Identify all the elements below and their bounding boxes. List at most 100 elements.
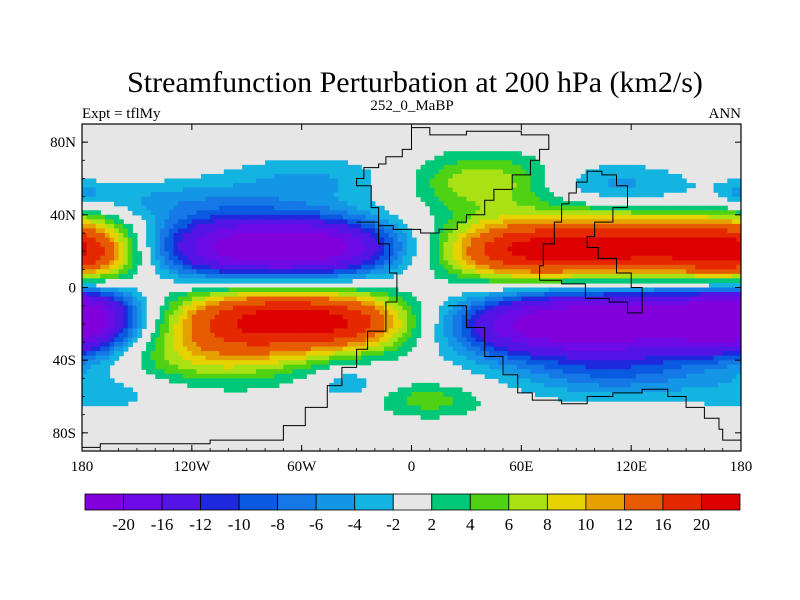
field-cell — [594, 233, 600, 239]
field-cell — [173, 178, 179, 184]
field-cell — [173, 328, 179, 334]
field-cell — [338, 183, 344, 189]
field-cell — [489, 183, 495, 189]
field-cell — [567, 201, 573, 207]
field-cell — [681, 264, 687, 270]
field-cell — [654, 228, 660, 234]
field-cell — [361, 287, 367, 293]
field-cell — [297, 314, 303, 320]
field-cell — [470, 296, 477, 302]
field-cell — [690, 332, 696, 339]
field-cell — [484, 310, 490, 316]
field-cell — [86, 310, 92, 316]
field-cell — [663, 273, 669, 280]
field-cell — [406, 328, 413, 334]
field-cell — [219, 255, 225, 261]
field-cell — [100, 301, 106, 307]
field-cell — [557, 319, 564, 325]
field-cell — [708, 260, 715, 266]
field-cell — [274, 332, 280, 339]
field-cell — [635, 210, 641, 216]
field-cell — [168, 233, 175, 239]
field-cell — [196, 301, 202, 307]
field-cell — [384, 260, 390, 266]
field-cell — [292, 201, 298, 207]
field-cell — [319, 319, 326, 325]
field-cell — [365, 201, 371, 207]
field-cell — [690, 223, 696, 230]
field-cell — [576, 319, 582, 325]
field-cell — [242, 219, 248, 225]
field-cell — [484, 323, 490, 329]
field-cell — [255, 192, 262, 198]
field-cell — [141, 301, 147, 307]
field-cell — [393, 223, 399, 230]
field-cell — [580, 273, 587, 280]
field-cell — [246, 323, 252, 329]
field-cell — [338, 332, 344, 339]
field-cell — [548, 251, 554, 257]
field-cell — [136, 314, 143, 320]
field-cell — [338, 196, 344, 202]
field-cell — [200, 287, 207, 293]
field-cell — [251, 269, 257, 275]
field-cell — [191, 228, 198, 234]
field-cell — [553, 323, 559, 329]
field-cell — [663, 296, 669, 302]
field-cell — [100, 332, 106, 339]
field-cell — [567, 310, 573, 316]
field-cell — [438, 178, 445, 184]
field-cell — [292, 332, 298, 339]
field-cell — [347, 323, 353, 329]
field-cell — [599, 337, 605, 343]
field-cell — [246, 169, 252, 175]
field-cell — [585, 169, 591, 175]
field-cell — [667, 287, 673, 293]
field-cell — [466, 337, 472, 343]
field-cell — [438, 164, 445, 171]
field-cell — [228, 173, 234, 180]
field-cell — [727, 242, 733, 248]
field-cell — [255, 323, 262, 329]
field-cell — [297, 323, 303, 329]
field-cell — [443, 196, 449, 202]
field-cell — [338, 173, 344, 180]
field-cell — [457, 305, 463, 311]
field-cell — [608, 337, 614, 343]
field-cell — [319, 260, 326, 266]
field-cell — [251, 187, 257, 193]
field-cell — [329, 242, 335, 248]
field-cell — [187, 310, 193, 316]
field-cell — [214, 242, 220, 248]
field-cell — [333, 205, 339, 211]
field-cell — [196, 192, 202, 198]
field-cell — [603, 319, 609, 325]
field-cell — [539, 310, 545, 316]
field-cell — [535, 233, 541, 239]
field-cell — [333, 183, 339, 189]
field-cell — [585, 251, 591, 257]
field-cell — [104, 332, 111, 339]
field-cell — [461, 201, 468, 207]
field-cell — [480, 305, 486, 311]
field-cell — [223, 214, 230, 220]
field-cell — [480, 301, 486, 307]
field-cell — [544, 192, 550, 198]
field-cell — [361, 196, 367, 202]
field-cell — [283, 314, 289, 320]
field-cell — [164, 233, 170, 239]
field-cell — [82, 178, 88, 184]
field-cell — [187, 187, 193, 193]
field-cell — [695, 264, 701, 270]
field-cell — [484, 164, 490, 171]
field-cell — [672, 287, 678, 293]
field-cell — [402, 233, 408, 239]
field-cell — [507, 337, 513, 343]
field-cell — [704, 328, 710, 334]
field-cell — [429, 255, 435, 261]
field-cell — [635, 223, 641, 230]
field-cell — [580, 305, 587, 311]
field-cell — [342, 169, 349, 175]
field-cell — [278, 305, 284, 311]
field-cell — [443, 328, 449, 334]
